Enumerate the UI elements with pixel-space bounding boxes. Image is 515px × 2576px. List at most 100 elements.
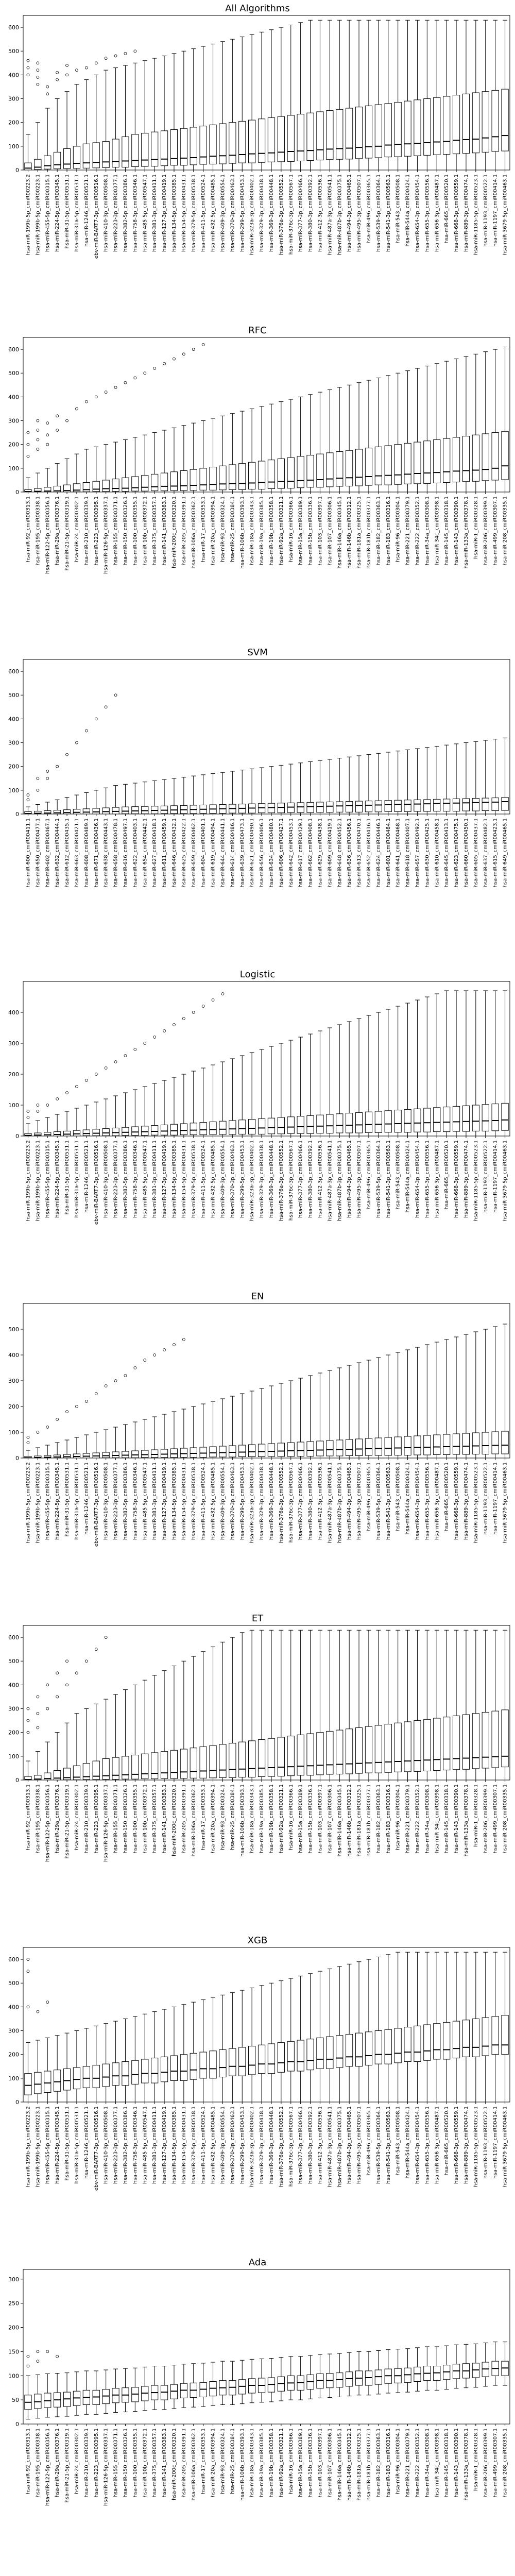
x-tick-label: hsa-miR-15a_cmiR00389.1: [298, 2428, 304, 2497]
box: [112, 1127, 119, 1136]
box-plot: [365, 1630, 373, 1781]
box: [131, 1450, 139, 1458]
x-tick-label: hsa-miR-1_cmiR00328.1: [473, 2428, 479, 2491]
x-tick-label: hsa-miR-200c_cmiR00320.1: [171, 1784, 177, 1856]
box: [73, 1765, 81, 1781]
x-tick-label: hsa-miR-496_cmiR00365.1: [366, 1140, 372, 1209]
box-plot: [277, 1043, 285, 1137]
x-tick-label: hsa-miR-656-3p_cmiR00487.1: [434, 174, 440, 252]
box-plot: [131, 2367, 139, 2412]
x-tick-label: hsa-miR-642_cmiR00453.1: [288, 818, 294, 887]
box-plot: [44, 421, 52, 493]
outlier: [143, 1359, 147, 1362]
x-tick-label: hsa-miR-370-3p_cmiR00463.1: [230, 1462, 235, 1540]
box: [423, 799, 431, 812]
box: [326, 1114, 334, 1134]
box: [355, 2032, 363, 2067]
x-tick-label: hsa-miR-1193_cmiR00522.1: [483, 174, 489, 247]
y-tick-label: 0: [15, 2099, 19, 2106]
outlier: [163, 1348, 166, 1351]
y-tick-label: 600: [8, 24, 19, 31]
box: [199, 2052, 207, 2079]
y-tick-label: 100: [8, 1102, 19, 1109]
x-tick-label: hsa-miR-329-3p_cmiR00438.1: [259, 1462, 265, 1540]
chart-panel-2: SVM 0 100 200 300 400 500 600 hsa-miR-600_cmiR00…: [0, 644, 515, 966]
box-plot: [501, 1952, 509, 2103]
x-tick-label: hsa-miR-654-3p_cmiR00454.1: [415, 174, 420, 252]
box-plot: [112, 2021, 119, 2103]
x-tick-label: hsa-miR-146a_cmiR00345.1: [337, 1784, 342, 1857]
box-plot: [316, 1372, 324, 1459]
box-plot: [297, 2356, 304, 2400]
x-tick-label: hsa-miR-487a-3p_cmiR00541.1: [327, 1462, 333, 1543]
x-tick-label: hsa-miR-34a_cmiR00308.1: [424, 496, 430, 565]
box: [267, 1117, 276, 1134]
box: [131, 1126, 139, 1136]
x-tick-label: hsa-miR-133a_cmiR00378.1: [464, 496, 469, 569]
box-plot: [501, 737, 509, 815]
box: [82, 808, 90, 815]
outlier: [46, 421, 49, 425]
x-tick-label: hsa-miR-199b-5p_cmiR00223.2: [25, 2106, 31, 2187]
box-plot: [433, 1952, 441, 2103]
box-plot: [229, 771, 236, 815]
x-tick-label: hsa-miR-205_cmiR00391.1: [181, 2428, 187, 2497]
box: [92, 481, 100, 492]
y-tick-label: 500: [8, 692, 19, 699]
box: [122, 136, 129, 167]
x-tick-label: hsa-miR-1185-5p_cmiR00523.1: [473, 1140, 479, 1221]
box: [82, 1763, 90, 1780]
box-plot: [462, 742, 470, 815]
x-tick-label: hsa-miR-183_cmiR00316.1: [386, 2428, 391, 2497]
outlier: [46, 433, 49, 437]
box-plot: [92, 61, 100, 171]
box-plot: [24, 1110, 32, 1137]
box-plot: [73, 2371, 81, 2416]
x-tick-label: hsa-miR-543_cmiR00508.1: [396, 1462, 401, 1531]
box-plot: [374, 1630, 382, 1781]
x-tick-label: hsa-miR-649_cmiR00465.1: [503, 818, 508, 887]
x-tick-label: hsa-miR-487a-3p_cmiR00541.1: [327, 2106, 333, 2187]
x-tick-label: hsa-miR-494-3p_cmiR00465.1: [347, 2106, 352, 2184]
x-tick-label: hsa-miR-1_cmiR00328.1: [473, 496, 479, 559]
box-plot: [297, 762, 304, 815]
outlier: [65, 73, 68, 77]
y-tick-label: 0: [15, 811, 19, 818]
box-plot: [316, 1971, 324, 2103]
outlier: [221, 992, 225, 995]
x-tick-label: hsa-miR-412-3p_cmiR00536.1: [317, 174, 323, 252]
box: [355, 1438, 363, 1456]
x-tick-label: hsa-miR-487b-3p_cmiR00375.1: [337, 2106, 342, 2187]
outlier: [65, 1683, 68, 1687]
box: [423, 440, 431, 484]
box-plot: [63, 64, 71, 171]
box: [199, 1746, 207, 1778]
box-plot: [170, 2365, 178, 2409]
box: [131, 806, 139, 815]
x-tick-label: hsa-miR-92_cmiR00313.1: [25, 496, 31, 562]
box-plot: [151, 367, 159, 493]
outlier: [36, 1695, 40, 1699]
box-plot: [346, 2352, 353, 2397]
box: [462, 1714, 470, 1770]
box-plot: [258, 767, 266, 815]
x-tick-label: hsa-miR-222_cmiR00352.1: [415, 2428, 420, 2497]
x-tick-label: hsa-miR-155_cmiR00371.1: [113, 1784, 119, 1853]
box: [170, 471, 178, 491]
box-plot: [24, 2354, 32, 2420]
chart-panel-6: XGB 0 100 200 300 400 500 600 hsa-miR-199b-5p_cm…: [0, 1932, 515, 2254]
x-tick-label: hsa-miR-106a_cmiR00362.1: [191, 1784, 197, 1857]
x-tick-label: hsa-miR-100_cmiR00355.1: [132, 1784, 138, 1853]
box-plot: [248, 2359, 256, 2403]
box-plot: [482, 740, 489, 815]
box: [355, 1727, 363, 1774]
box-plot: [131, 1366, 139, 1459]
box-plot: [306, 394, 314, 493]
outlier: [114, 1060, 117, 1063]
y-tick-label: 200: [8, 1730, 19, 1736]
box-plot: [24, 793, 32, 815]
box: [374, 800, 382, 812]
box: [394, 444, 402, 485]
box: [180, 128, 187, 166]
box: [287, 1116, 295, 1134]
